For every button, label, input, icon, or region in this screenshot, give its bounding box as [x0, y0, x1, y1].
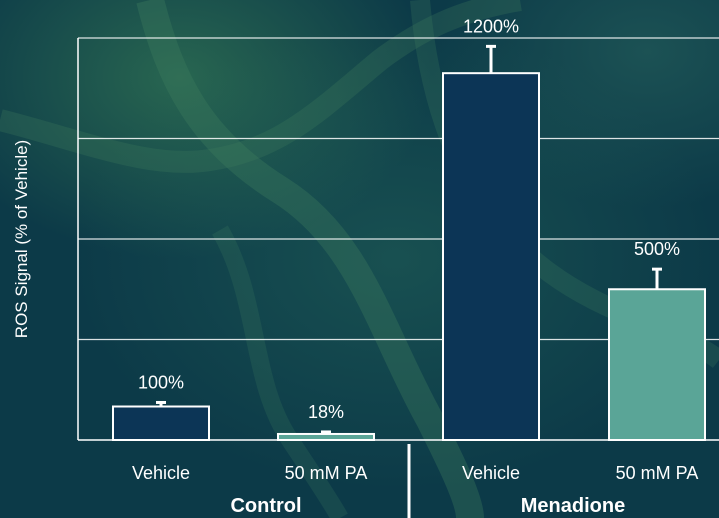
bar-menadione-pa [608, 288, 706, 441]
category-labels: Vehicle 50 mM PA Control Vehicle 50 mM PA Men… [132, 463, 698, 517]
group-label: Menadione [521, 495, 625, 517]
data-label: 1200% [463, 16, 519, 36]
bars: 100% 18% 1200% 500% [112, 16, 706, 442]
group-label: Control [230, 495, 301, 517]
bar-control-pa [277, 432, 375, 442]
x-tick-label: Vehicle [132, 463, 190, 483]
bar-control-vehicle [112, 405, 210, 441]
data-label: 18% [308, 402, 344, 422]
data-label: 100% [138, 372, 184, 392]
x-tick-label: 50 mM PA [616, 463, 699, 483]
x-tick-label: Vehicle [462, 463, 520, 483]
data-label: 500% [634, 239, 680, 259]
bar-menadione-vehicle [442, 72, 540, 442]
x-tick-label: 50 mM PA [285, 463, 368, 483]
y-axis-label: ROS Signal (% of Vehicle) [12, 140, 31, 338]
